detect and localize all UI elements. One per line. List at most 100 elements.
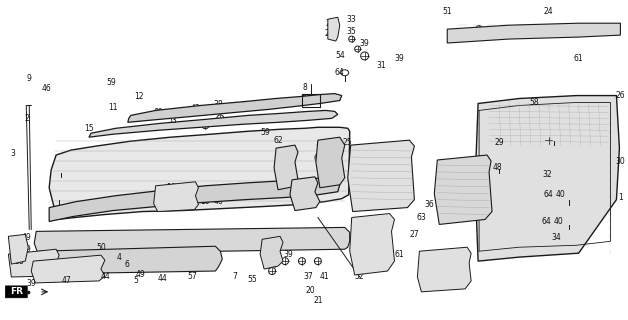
Polygon shape [35, 228, 350, 254]
Text: 10: 10 [200, 197, 210, 206]
Polygon shape [348, 140, 414, 212]
Polygon shape [127, 93, 342, 122]
Text: 35: 35 [347, 27, 357, 36]
Text: 25: 25 [343, 138, 352, 147]
Text: 44: 44 [158, 275, 168, 284]
Polygon shape [447, 23, 620, 43]
Text: 51: 51 [443, 7, 452, 16]
Text: 62: 62 [273, 136, 283, 145]
Text: 65: 65 [382, 187, 392, 196]
Text: 7: 7 [233, 272, 238, 282]
Text: 53: 53 [168, 116, 178, 125]
Text: 64: 64 [544, 190, 554, 199]
Text: 56: 56 [301, 95, 311, 104]
Text: 22: 22 [325, 19, 335, 28]
Polygon shape [49, 178, 340, 221]
Text: 13: 13 [315, 144, 325, 153]
Text: 39: 39 [26, 279, 36, 288]
Text: 5: 5 [133, 276, 138, 285]
Text: 57: 57 [188, 272, 197, 282]
Polygon shape [8, 234, 28, 264]
Text: 32: 32 [542, 170, 551, 180]
Text: 59: 59 [260, 128, 270, 137]
Text: 19: 19 [14, 243, 24, 252]
Polygon shape [475, 96, 619, 261]
Text: 44: 44 [101, 272, 111, 282]
Text: 37: 37 [303, 272, 313, 282]
Text: 3: 3 [11, 148, 16, 157]
Text: 64: 64 [542, 217, 551, 226]
Text: 18: 18 [300, 183, 310, 192]
Text: 55: 55 [247, 276, 257, 284]
Text: 29: 29 [494, 138, 504, 147]
Text: 24: 24 [544, 7, 553, 16]
Text: 31: 31 [377, 61, 386, 70]
Text: 42: 42 [447, 275, 456, 284]
Text: 12: 12 [134, 92, 143, 101]
Text: 40: 40 [554, 217, 563, 226]
Text: 34: 34 [552, 233, 561, 242]
Text: 50: 50 [96, 243, 106, 252]
Polygon shape [316, 137, 345, 188]
Text: 58: 58 [529, 98, 539, 107]
Text: 60: 60 [154, 108, 163, 117]
Text: 8: 8 [303, 83, 307, 92]
Polygon shape [154, 182, 198, 212]
Text: 15: 15 [84, 124, 94, 133]
Text: 54: 54 [267, 260, 277, 269]
Polygon shape [290, 177, 320, 211]
Text: 36: 36 [425, 200, 434, 209]
Text: 39: 39 [394, 54, 404, 63]
Text: 61: 61 [574, 54, 583, 63]
Polygon shape [350, 213, 394, 275]
Text: FR: FR [10, 287, 23, 296]
Polygon shape [49, 127, 350, 220]
Text: 28: 28 [360, 148, 369, 156]
Text: 26: 26 [615, 91, 625, 100]
Text: 45: 45 [246, 104, 255, 113]
Polygon shape [435, 155, 492, 224]
Text: 9: 9 [27, 74, 31, 83]
Text: 58: 58 [14, 257, 24, 266]
Text: 33: 33 [347, 15, 357, 24]
Text: 59: 59 [303, 193, 313, 202]
Text: 61: 61 [394, 250, 404, 259]
Text: 49: 49 [136, 269, 146, 278]
Text: 20: 20 [305, 286, 315, 295]
Text: 21: 21 [313, 296, 323, 305]
Text: 27: 27 [409, 230, 420, 239]
Text: 39: 39 [283, 250, 293, 259]
Text: 16: 16 [166, 183, 175, 192]
Bar [302, 93, 320, 108]
Text: 23: 23 [325, 28, 335, 38]
Text: 43: 43 [190, 104, 200, 113]
Polygon shape [89, 110, 338, 137]
Text: 49: 49 [21, 233, 31, 242]
Text: 46: 46 [214, 197, 223, 206]
Text: 30: 30 [615, 157, 625, 166]
Text: 52: 52 [355, 272, 364, 282]
Text: 59: 59 [106, 78, 116, 87]
Polygon shape [37, 246, 222, 274]
Text: 63: 63 [416, 213, 426, 222]
Polygon shape [418, 247, 471, 292]
Text: 47: 47 [61, 276, 71, 285]
Text: 64: 64 [335, 68, 345, 77]
Text: 39: 39 [21, 245, 31, 254]
Text: 4: 4 [116, 253, 121, 262]
Polygon shape [328, 17, 340, 41]
Text: 6: 6 [124, 260, 129, 268]
Text: 41: 41 [320, 272, 330, 282]
Text: 2: 2 [25, 114, 30, 123]
Text: 40: 40 [556, 190, 566, 199]
Text: 46: 46 [41, 84, 51, 93]
Text: 54: 54 [335, 52, 345, 60]
Text: 11: 11 [108, 103, 117, 112]
Polygon shape [8, 249, 59, 277]
FancyBboxPatch shape [6, 286, 27, 298]
Text: 14: 14 [315, 154, 325, 163]
Text: 38: 38 [214, 100, 223, 109]
Polygon shape [260, 236, 283, 269]
Text: 62: 62 [313, 154, 323, 163]
Polygon shape [31, 255, 105, 283]
